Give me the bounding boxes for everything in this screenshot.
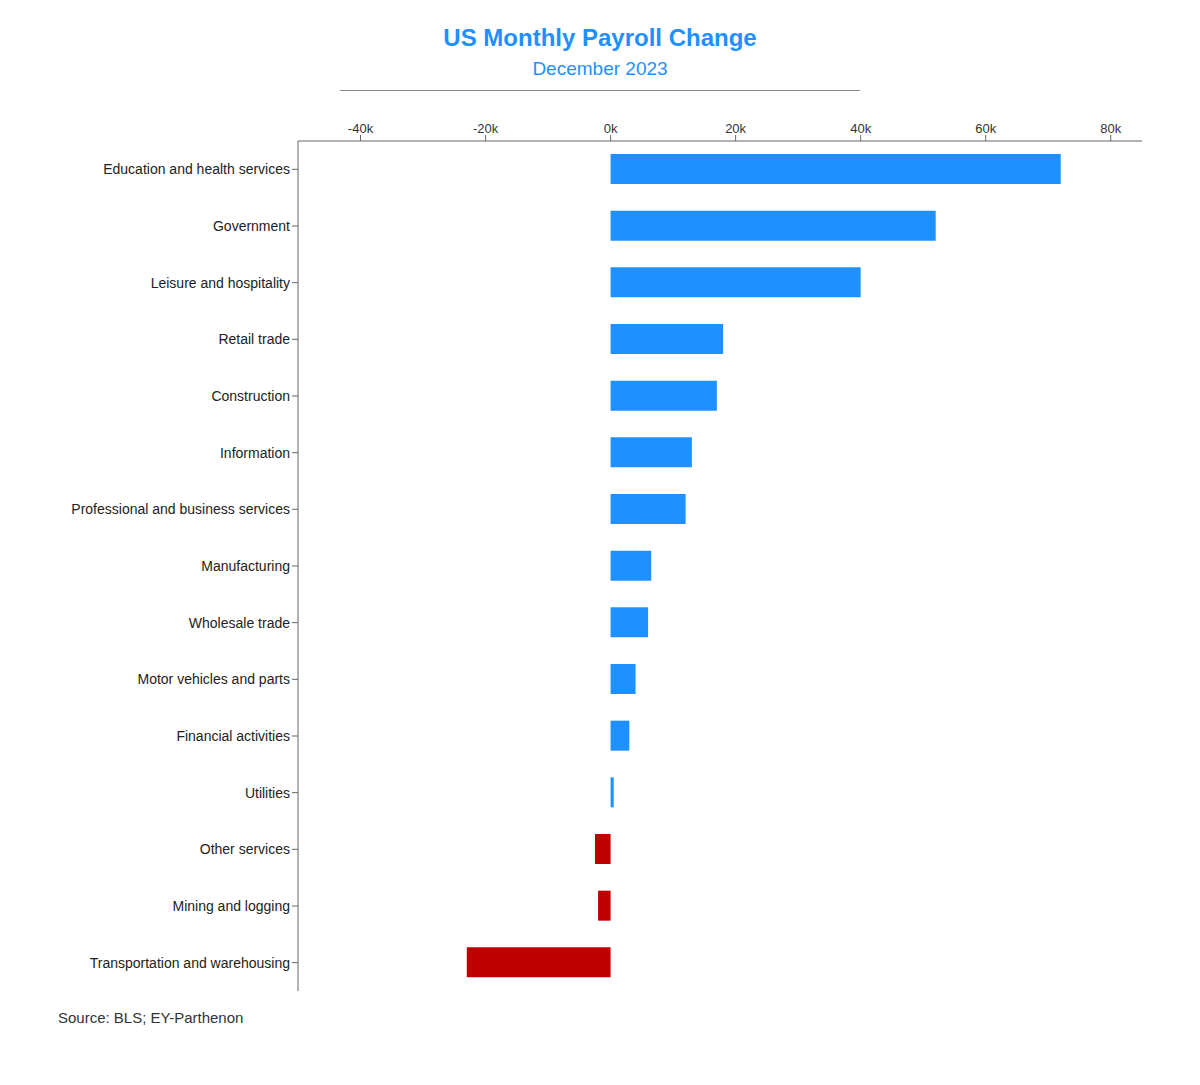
svg-text:Transportation and warehousing: Transportation and warehousing <box>90 955 290 971</box>
svg-text:Professional and business serv: Professional and business services <box>71 501 290 517</box>
svg-text:-40k: -40k <box>348 121 374 136</box>
svg-text:Motor vehicles and parts: Motor vehicles and parts <box>137 671 290 687</box>
svg-text:80k: 80k <box>1100 121 1121 136</box>
svg-text:Retail trade: Retail trade <box>218 331 290 347</box>
svg-text:Utilities: Utilities <box>245 785 290 801</box>
svg-text:40k: 40k <box>850 121 871 136</box>
svg-text:Other services: Other services <box>200 841 290 857</box>
svg-text:0k: 0k <box>604 121 618 136</box>
svg-text:Education and health services: Education and health services <box>103 161 290 177</box>
svg-text:Financial activities: Financial activities <box>176 728 290 744</box>
svg-text:20k: 20k <box>725 121 746 136</box>
svg-text:Mining and logging: Mining and logging <box>172 898 290 914</box>
svg-text:Government: Government <box>213 218 290 234</box>
html-text:December 2023: December 2023 <box>532 58 668 79</box>
svg-text:-20k: -20k <box>473 121 499 136</box>
svg-text:Leisure and hospitality: Leisure and hospitality <box>151 275 290 291</box>
svg-text:Construction: Construction <box>211 388 290 404</box>
svg-text:Information: Information <box>220 445 290 461</box>
svg-text:60k: 60k <box>975 121 996 136</box>
html-text:Source: BLS; EY-Parthenon: Source: BLS; EY-Parthenon <box>58 1009 244 1026</box>
svg-text:Wholesale trade: Wholesale trade <box>189 615 290 631</box>
html-text:US Monthly Payroll Change: US Monthly Payroll Change <box>443 24 757 51</box>
svg-text:Manufacturing: Manufacturing <box>201 558 290 574</box>
